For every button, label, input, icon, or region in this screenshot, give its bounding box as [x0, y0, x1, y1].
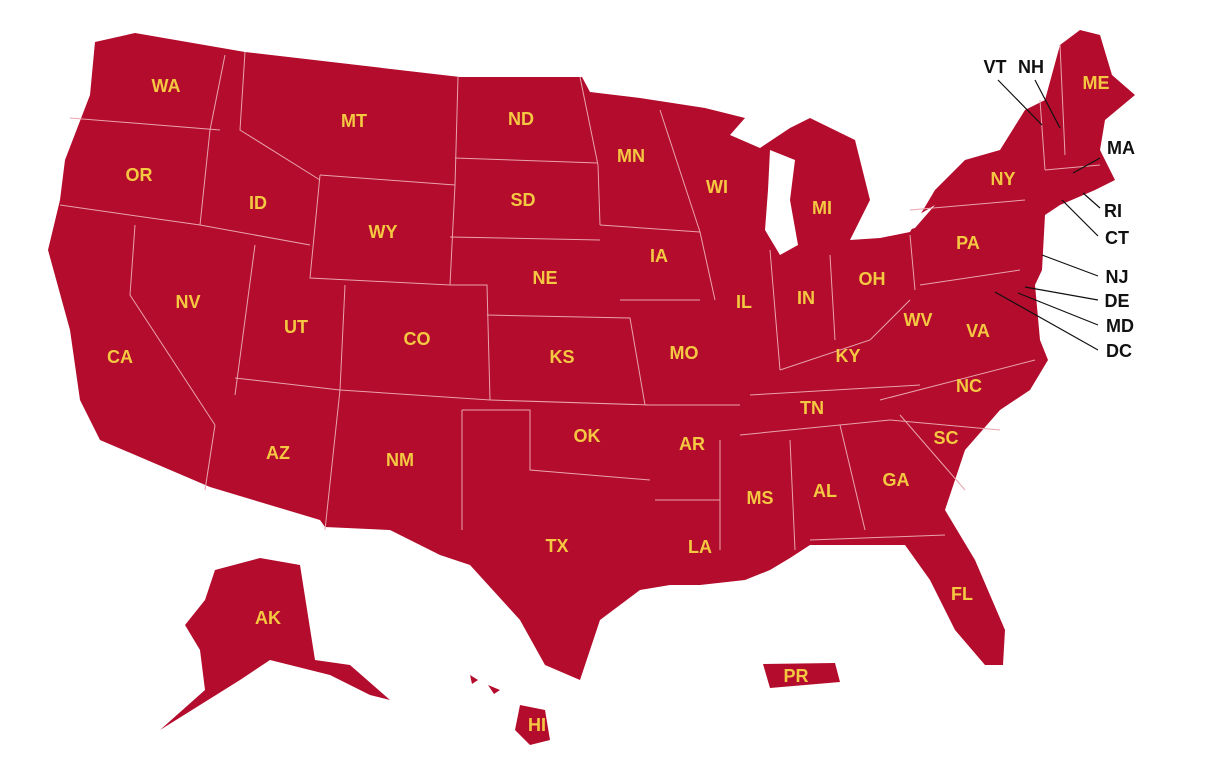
leader-line	[1017, 292, 1099, 326]
leader-line	[1072, 157, 1101, 174]
leader-line	[1061, 199, 1099, 237]
state-label: CO	[404, 329, 431, 349]
lake-erie	[880, 205, 935, 238]
state-label: KY	[835, 346, 860, 366]
state-label: NY	[990, 169, 1015, 189]
state-callout: RI	[1104, 201, 1122, 221]
state-label: FL	[951, 584, 973, 604]
state-label: ME	[1083, 73, 1110, 93]
state-label: MO	[670, 343, 699, 363]
state-label: TN	[800, 398, 824, 418]
state-label: CA	[107, 347, 133, 367]
state-label: TX	[545, 536, 568, 556]
state-label: NE	[532, 268, 557, 288]
state-label: SD	[510, 190, 535, 210]
state-label: GA	[883, 470, 910, 490]
state-label: VA	[966, 321, 990, 341]
leader-line	[1034, 79, 1061, 129]
alaska	[160, 558, 390, 730]
state-label: AL	[813, 481, 837, 501]
state-label: PR	[783, 666, 808, 686]
leader-line	[1041, 254, 1099, 277]
state-callout: MA	[1107, 138, 1135, 158]
leader-line	[994, 291, 1099, 351]
state-callout: CT	[1105, 228, 1129, 248]
state-label: HI	[528, 715, 546, 735]
state-label: PA	[956, 233, 980, 253]
state-label: NV	[175, 292, 200, 312]
state-label: UT	[284, 317, 308, 337]
lake-michigan	[765, 150, 798, 255]
state-label: WI	[706, 177, 728, 197]
state-callout: VT	[983, 57, 1006, 77]
state-label: IA	[650, 246, 668, 266]
state-callout: DC	[1106, 341, 1132, 361]
state-label: WV	[904, 310, 933, 330]
state-label: ID	[249, 193, 267, 213]
leader-lines	[994, 79, 1101, 351]
state-label: NC	[956, 376, 982, 396]
state-label: MS	[747, 488, 774, 508]
leader-line	[1024, 286, 1099, 301]
state-label: MI	[812, 198, 832, 218]
state-label: OH	[859, 269, 886, 289]
leader-line	[1082, 192, 1101, 209]
state-callout: NH	[1018, 57, 1044, 77]
state-label: AK	[255, 608, 281, 628]
state-label: MN	[617, 146, 645, 166]
state-label: KS	[549, 347, 574, 367]
state-label: OK	[574, 426, 601, 446]
state-label: NM	[386, 450, 414, 470]
state-callout: NJ	[1105, 267, 1128, 287]
state-label: MT	[341, 111, 367, 131]
state-callout: DE	[1104, 291, 1129, 311]
state-label: IN	[797, 288, 815, 308]
contiguous-us	[48, 30, 1135, 680]
state-label: WY	[369, 222, 398, 242]
puerto-rico	[763, 663, 840, 688]
state-label: WA	[152, 76, 181, 96]
hawaii	[470, 675, 550, 745]
state-label: ND	[508, 109, 534, 129]
state-callout: MD	[1106, 316, 1134, 336]
leader-line	[997, 79, 1043, 126]
state-label: AZ	[266, 443, 290, 463]
state-borders	[59, 44, 1101, 551]
state-label: LA	[688, 537, 712, 557]
state-label: OR	[126, 165, 153, 185]
state-label: IL	[736, 292, 752, 312]
state-label: AR	[679, 434, 705, 454]
state-label: SC	[933, 428, 958, 448]
